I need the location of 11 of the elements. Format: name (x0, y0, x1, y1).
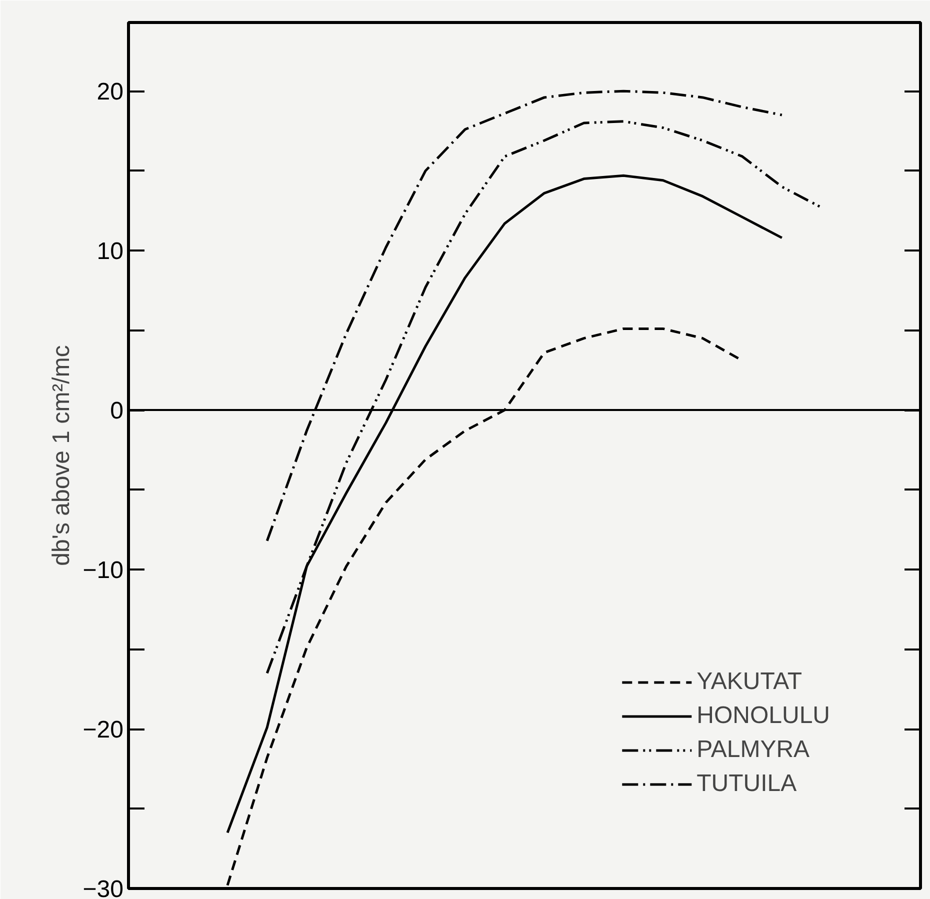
y-tick-label: −10 (82, 557, 124, 584)
y-tick-label: 20 (96, 78, 124, 106)
legend-label: YAKUTAT (696, 668, 802, 696)
legend-label: TUTUILA (696, 770, 797, 798)
y-tick-label: −20 (82, 716, 124, 744)
y-tick-label: 0 (110, 398, 124, 425)
y-axis-title: db's above 1 cm²/mc (48, 345, 75, 566)
y-tick-label: −30 (82, 876, 124, 899)
legend-label: PALMYRA (696, 736, 810, 764)
legend-label: HONOLULU (696, 702, 830, 730)
y-tick-label: 10 (96, 238, 124, 266)
